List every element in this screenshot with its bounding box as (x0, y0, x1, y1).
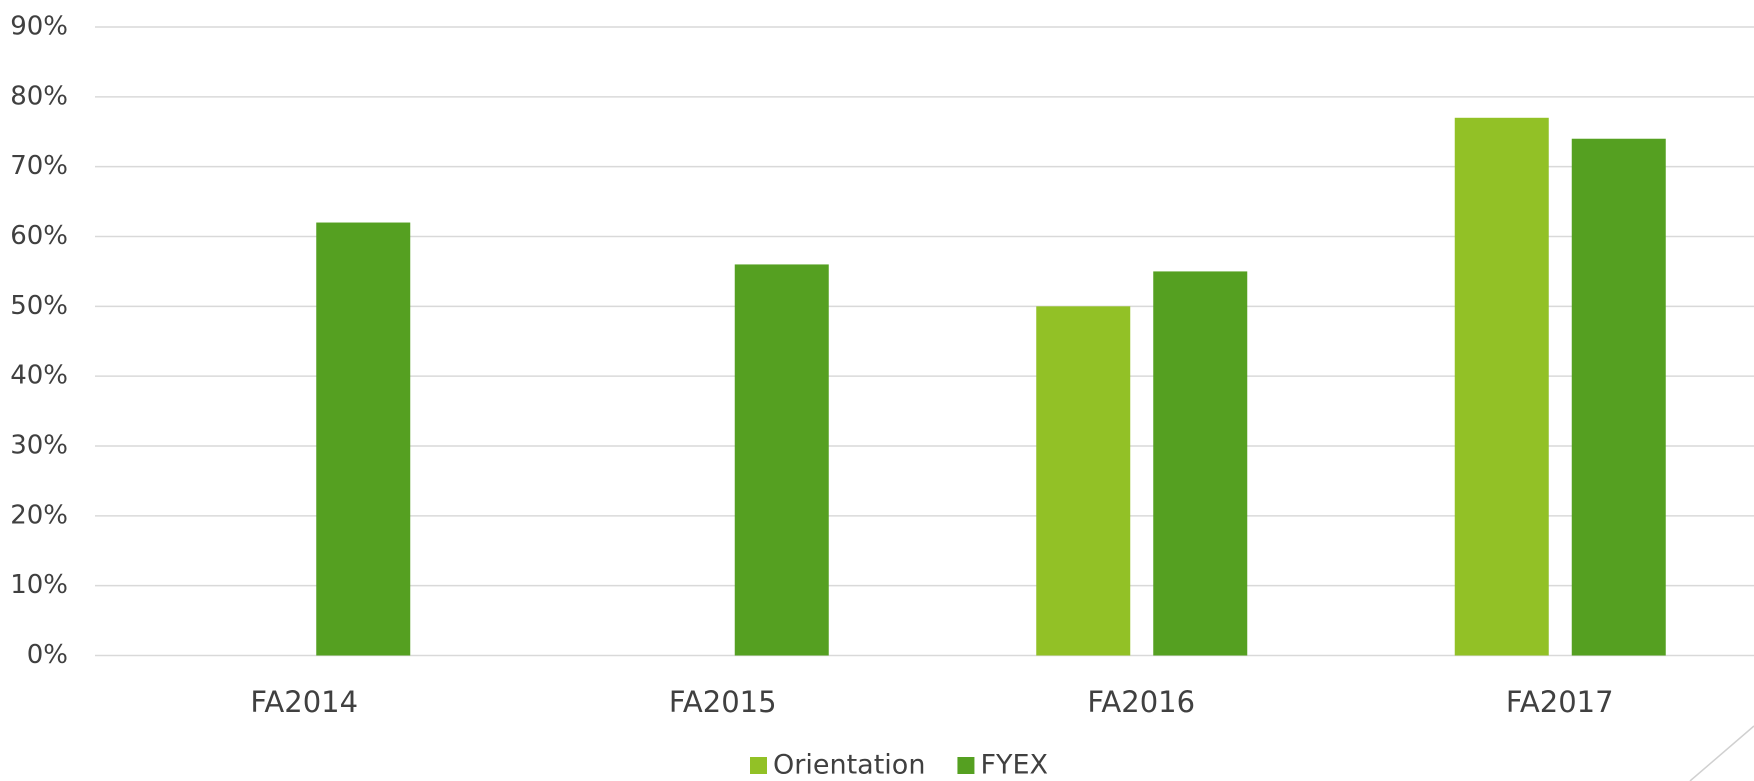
x-tick-label: FA2014 (250, 685, 358, 719)
bar (734, 264, 829, 656)
legend-swatch (957, 757, 975, 774)
y-tick-label: 50% (10, 291, 68, 321)
y-tick-label: 10% (10, 570, 68, 600)
y-tick-label: 0% (27, 640, 68, 670)
y-tick-label: 20% (10, 500, 68, 530)
y-tick-label: 30% (10, 431, 68, 461)
x-tick-label: FA2016 (1087, 685, 1195, 719)
y-tick-label: 70% (10, 151, 68, 181)
bar (1036, 306, 1131, 656)
legend-swatch (750, 757, 767, 774)
y-tick-label: 60% (10, 221, 68, 251)
legend-label: FYEX (980, 750, 1048, 781)
y-tick-label: 40% (10, 361, 68, 391)
x-tick-label: FA2015 (669, 685, 777, 719)
legend-label: Orientation (773, 750, 925, 781)
y-tick-label: 90% (10, 12, 68, 42)
y-tick-label: 80% (10, 81, 68, 111)
bar (1153, 271, 1248, 656)
x-tick-label: FA2017 (1506, 685, 1614, 719)
bar (1454, 117, 1549, 656)
bar (1571, 138, 1666, 656)
corner-decoration (1689, 725, 1754, 781)
bar (316, 222, 411, 656)
